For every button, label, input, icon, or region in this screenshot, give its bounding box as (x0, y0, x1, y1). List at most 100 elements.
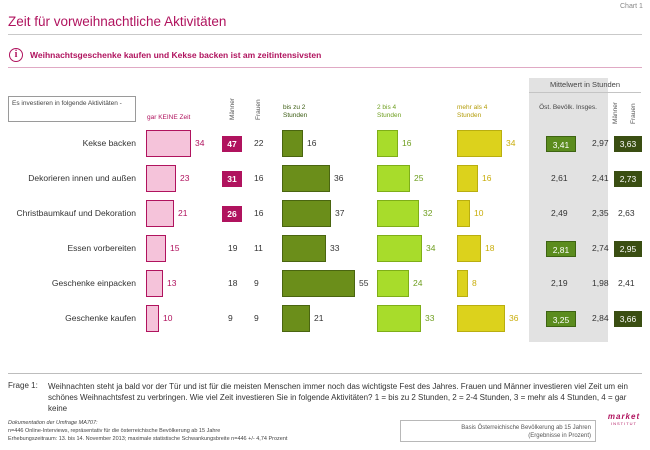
mean-men-value: 2,74 (592, 242, 609, 253)
basis-line-2: (Ergebnisse in Prozent) (528, 433, 591, 439)
men-none-value: 31 (222, 170, 242, 187)
question-label: Frage 1: (8, 381, 38, 390)
info-icon: i (9, 48, 23, 62)
bar-pink (146, 165, 176, 192)
col-header-mean-men: Männer (612, 101, 619, 124)
category-label: Christbaumkauf und Dekoration (16, 207, 136, 218)
bar-green (282, 305, 310, 332)
chart-number: Chart 1 (620, 3, 643, 10)
mean-women-value: 2,73 (614, 170, 642, 187)
bar-value-label: 15 (170, 242, 180, 253)
legend-box: Es investieren in folgende Aktivitäten - (8, 96, 136, 122)
category-label: Geschenke einpacken (51, 277, 136, 288)
mean-total-panel (529, 78, 608, 342)
mean-men-value: 2,41 (592, 172, 609, 183)
bar-value-label: 21 (178, 207, 188, 218)
women-none-value: 16 (254, 207, 264, 218)
bar-value-label: 16 (482, 172, 492, 183)
mean-total-value: 2,19 (551, 277, 568, 288)
bar-value-label: 23 (180, 172, 190, 183)
bar-pink (146, 235, 166, 262)
bar-pink (146, 305, 159, 332)
footer-divider (8, 373, 642, 374)
bar-value-label: 55 (359, 277, 369, 288)
bar-lgreen (377, 200, 419, 227)
basis-box: Basis Österreichische Bevölkerung ab 15 … (400, 420, 596, 442)
bar-value-label: 21 (314, 312, 324, 323)
bar-lgreen (377, 270, 409, 297)
bar-pink (146, 130, 191, 157)
bar-value-label: 34 (426, 242, 436, 253)
title-divider (8, 34, 642, 35)
documentation-line-1: n=446 Online-Interviews, repräsentativ f… (8, 428, 221, 434)
bar-value-label: 10 (474, 207, 484, 218)
bar-lgreen (377, 305, 421, 332)
mean-men-value: 2,35 (592, 207, 609, 218)
mean-women-value: 3,63 (614, 135, 642, 152)
men-none-value: 47 (222, 135, 242, 152)
bar-lgreen (377, 130, 398, 157)
mean-women-value: 3,66 (614, 310, 642, 327)
col-header-none: gar KEINE Zeit (147, 114, 191, 121)
logo-text: market (607, 412, 641, 421)
bar-value-label: 16 (307, 137, 317, 148)
bar-yellow (457, 235, 481, 262)
col-header-mean-women: Frauen (630, 103, 637, 124)
basis-line-1: Basis Österreichische Bevölkerung ab 15 … (461, 425, 591, 431)
documentation-title: Dokumentation der Umfrage MA707: (8, 420, 98, 426)
mean-women-value: 2,41 (618, 277, 635, 288)
mean-men-value: 2,97 (592, 137, 609, 148)
mean-men-value: 2,84 (592, 312, 609, 323)
mean-total-value: 2,61 (551, 172, 568, 183)
men-none-value: 26 (222, 205, 242, 222)
bar-value-label: 18 (485, 242, 495, 253)
bar-yellow (457, 200, 470, 227)
mean-total-value: 3,41 (546, 135, 576, 152)
bar-value-label: 34 (506, 137, 516, 148)
bar-value-label: 33 (425, 312, 435, 323)
mean-total-value: 2,49 (551, 207, 568, 218)
bar-value-label: 8 (472, 277, 477, 288)
mean-men-value: 1,98 (592, 277, 609, 288)
col-header-women: Frauen (255, 99, 262, 120)
bar-pink (146, 200, 174, 227)
category-label: Dekorieren innen und außen (28, 172, 136, 183)
bar-green (282, 200, 331, 227)
bar-value-label: 25 (414, 172, 424, 183)
bar-value-label: 36 (334, 172, 344, 183)
bar-yellow (457, 305, 505, 332)
bar-yellow (457, 130, 502, 157)
col-header-2to4: 2 bis 4 Stunden (377, 104, 402, 119)
col-header-upto2: bis zu 2 Stunden (283, 104, 308, 119)
men-none-value: 18 (228, 277, 238, 288)
category-label: Geschenke kaufen (65, 312, 136, 323)
bar-value-label: 33 (330, 242, 340, 253)
logo-subtext: INSTITUT (611, 421, 637, 426)
col-header-more4: mehr als 4 Stunden (457, 104, 488, 119)
bar-value-label: 10 (163, 312, 173, 323)
bar-value-label: 24 (413, 277, 423, 288)
bar-lgreen (377, 165, 410, 192)
bar-green (282, 165, 330, 192)
women-none-value: 22 (254, 137, 264, 148)
bar-pink (146, 270, 163, 297)
mean-total-value: 2,81 (546, 240, 576, 257)
category-label: Kekse backen (82, 137, 136, 148)
subtitle-divider (8, 67, 642, 68)
mean-women-value: 2,63 (618, 207, 635, 218)
bar-green (282, 270, 355, 297)
subtitle: Weihnachtsgeschenke kaufen und Kekse bac… (30, 50, 322, 60)
documentation-line-2: Erhebungszeitraum: 13. bis 14. November … (8, 436, 288, 442)
men-none-value: 9 (228, 312, 233, 323)
women-none-value: 9 (254, 312, 259, 323)
category-label: Essen vorbereiten (67, 242, 136, 253)
page-title: Zeit für vorweihnachtliche Aktivitäten (8, 14, 227, 29)
bar-value-label: 32 (423, 207, 433, 218)
bar-value-label: 36 (509, 312, 519, 323)
market-logo: market INSTITUT (604, 412, 644, 426)
women-none-value: 9 (254, 277, 259, 288)
bar-green (282, 235, 326, 262)
bar-yellow (457, 165, 478, 192)
bar-value-label: 16 (402, 137, 412, 148)
mean-women-value: 2,95 (614, 240, 642, 257)
